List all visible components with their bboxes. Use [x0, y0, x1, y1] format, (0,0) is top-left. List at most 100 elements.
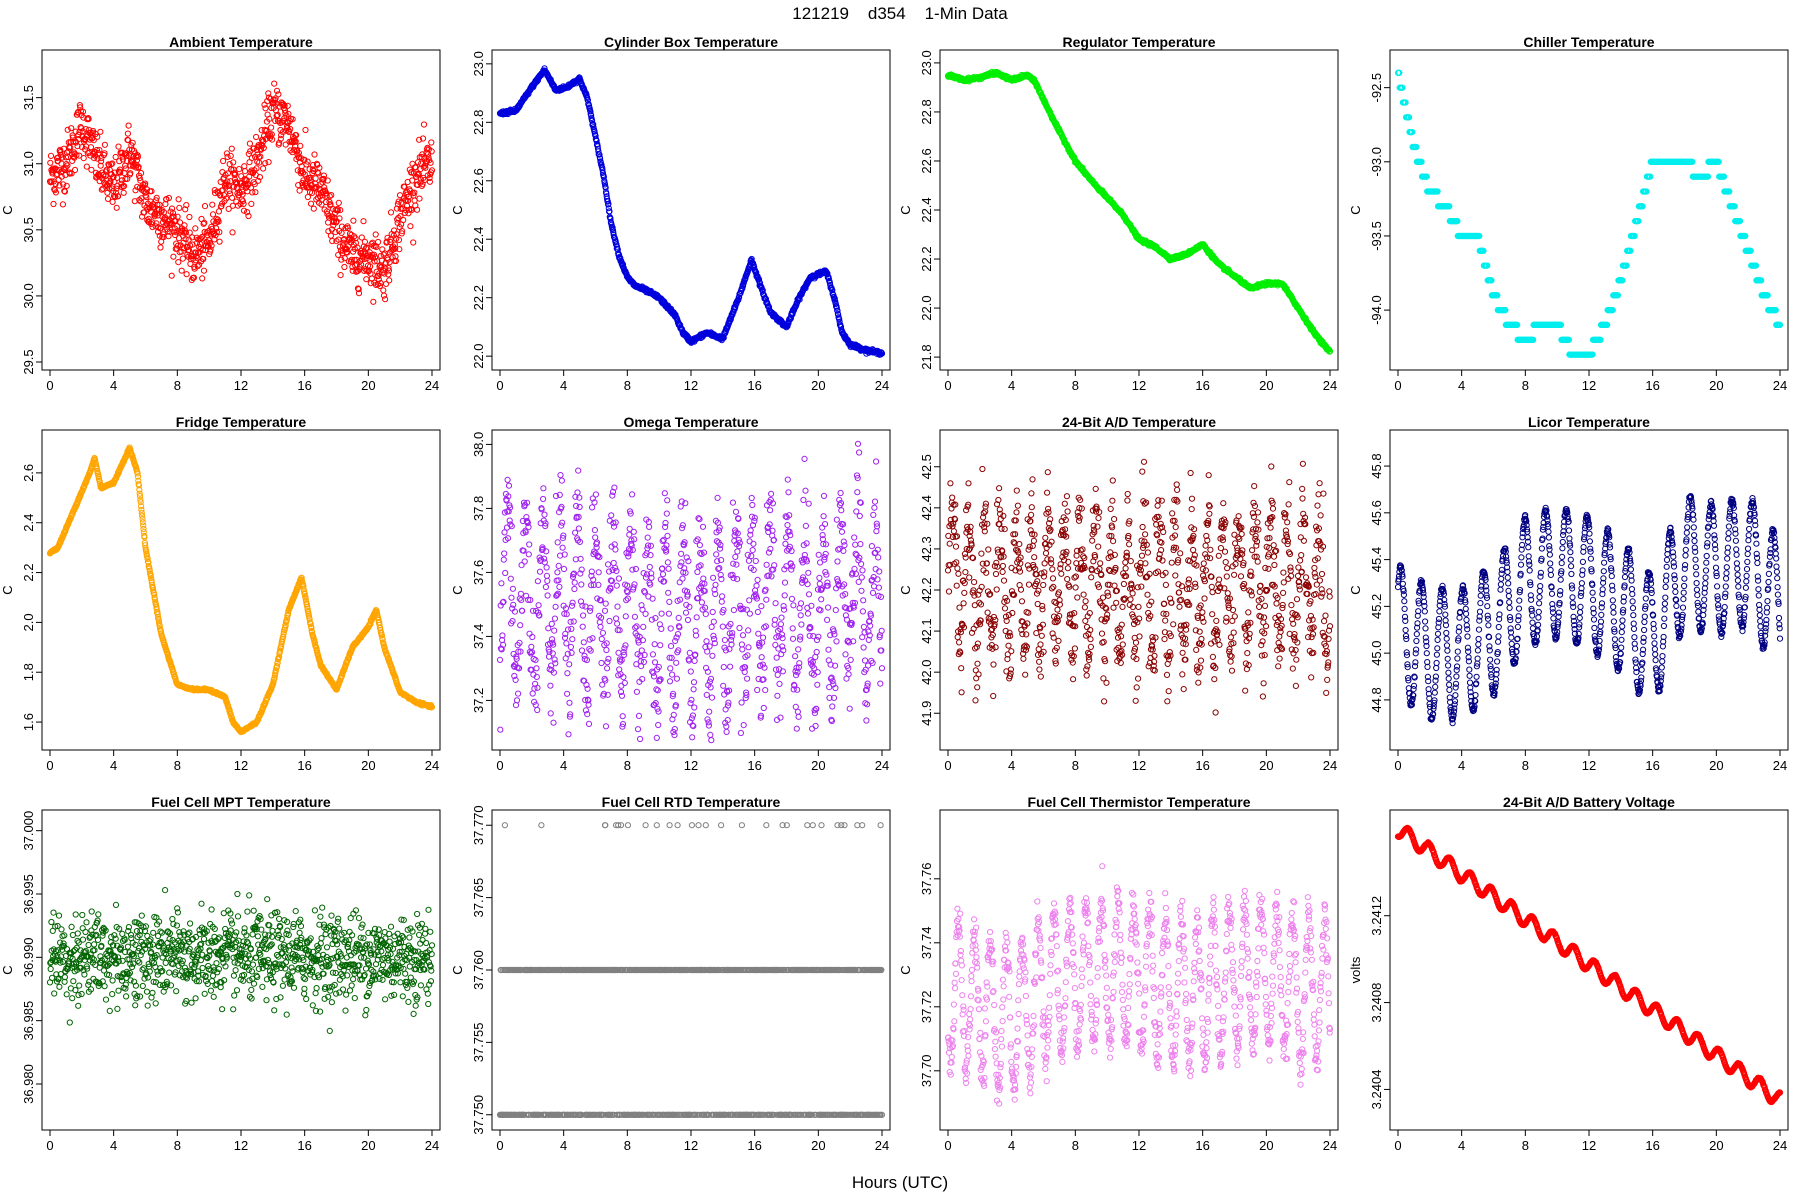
data-point [116, 166, 124, 173]
data-point [211, 236, 218, 243]
data-point [120, 189, 127, 196]
data-point [71, 166, 79, 174]
data-point [74, 143, 81, 150]
data-point [68, 125, 75, 132]
figure-suptitle: 121219 d354 1-Min Data [792, 4, 1008, 23]
data-point [192, 225, 199, 232]
data-point [127, 170, 134, 177]
panel-title: Regulator Temperature [1063, 34, 1216, 50]
data-point [118, 177, 126, 184]
data-point [212, 232, 219, 239]
data-point [341, 263, 348, 271]
data-point [109, 198, 116, 205]
data-point [113, 204, 120, 211]
x-tick-label: 16 [1195, 378, 1209, 393]
data-point [239, 198, 246, 205]
data-point [97, 128, 104, 135]
data-point [124, 130, 132, 137]
data-point [80, 155, 87, 162]
x-tick-label: 0 [496, 378, 503, 393]
data-point [168, 272, 175, 279]
data-point [372, 231, 379, 238]
data-point [400, 216, 407, 224]
data-point [154, 201, 161, 208]
y-tick-label: -93.0 [1369, 147, 1384, 177]
data-point [225, 205, 232, 212]
x-tick-label: 20 [361, 378, 375, 393]
data-point [149, 223, 156, 231]
data-point [260, 165, 267, 172]
data-point [248, 200, 255, 207]
data-point [122, 165, 129, 172]
panel-title: Fridge Temperature [176, 414, 307, 430]
data-point [157, 225, 164, 232]
data-point [239, 191, 246, 198]
y-tick-label: -93.5 [1369, 221, 1384, 251]
data-point [125, 122, 132, 129]
x-tick-label: 24 [875, 378, 889, 393]
data-point [169, 210, 177, 217]
data-point [111, 178, 118, 185]
y-axis-label: C [0, 205, 15, 214]
data-point [145, 215, 152, 222]
data-point [78, 125, 85, 132]
data-point [176, 219, 184, 226]
data-point [190, 274, 197, 281]
y-tick-label: 30.5 [21, 217, 36, 242]
data-point [241, 168, 249, 175]
data-point [249, 189, 256, 196]
data-point [175, 196, 182, 203]
data-point [380, 292, 388, 299]
data-point [189, 234, 196, 241]
data-point [182, 236, 189, 243]
data-point [160, 231, 167, 238]
y-tick-label: 22.6 [919, 148, 934, 173]
data-point [230, 159, 237, 166]
data-point [52, 180, 59, 187]
plot-frame [1389, 49, 1789, 371]
data-point [297, 142, 304, 149]
data-point [179, 255, 186, 262]
scatter-series [46, 444, 436, 736]
data-point [375, 238, 382, 246]
data-point [85, 116, 92, 123]
data-point [110, 192, 118, 199]
data-point [207, 246, 214, 253]
data-point [103, 166, 110, 173]
y-tick-label: 22.6 [471, 168, 486, 193]
y-tick-label: 22.0 [919, 295, 934, 320]
data-point [302, 126, 309, 134]
y-tick-label: -94.0 [1369, 295, 1384, 325]
panel-title: Cylinder Box Temperature [604, 34, 778, 50]
data-point [134, 153, 141, 160]
y-axis-label: C [450, 205, 465, 214]
data-point [137, 198, 144, 205]
data-point [183, 202, 190, 209]
x-tick-label: 4 [1458, 378, 1465, 393]
data-point [69, 132, 76, 139]
data-point [205, 237, 212, 244]
data-point [197, 235, 204, 242]
data-point [142, 189, 149, 196]
data-point [112, 193, 119, 200]
data-point [76, 102, 84, 109]
x-tick-label: 8 [1522, 378, 1529, 393]
y-tick-label: 21.8 [919, 344, 934, 369]
data-point [120, 183, 128, 190]
panel-title: Chiller Temperature [1523, 34, 1654, 50]
x-tick-label: 24 [1773, 378, 1787, 393]
data-point [47, 159, 54, 166]
y-tick-label: 22.8 [471, 110, 486, 135]
data-point [228, 145, 235, 152]
data-point [224, 153, 231, 160]
x-tick-label: 16 [747, 378, 761, 393]
data-point [262, 160, 269, 167]
data-point [257, 153, 264, 160]
data-point [109, 160, 116, 167]
y-tick-label: 29.5 [21, 349, 36, 374]
data-point [129, 139, 136, 146]
data-point [146, 204, 153, 211]
